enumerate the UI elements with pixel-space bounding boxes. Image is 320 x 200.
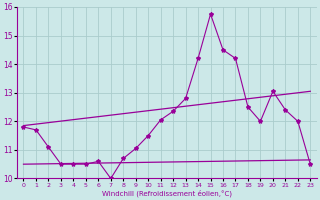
- X-axis label: Windchill (Refroidissement éolien,°C): Windchill (Refroidissement éolien,°C): [102, 189, 232, 197]
